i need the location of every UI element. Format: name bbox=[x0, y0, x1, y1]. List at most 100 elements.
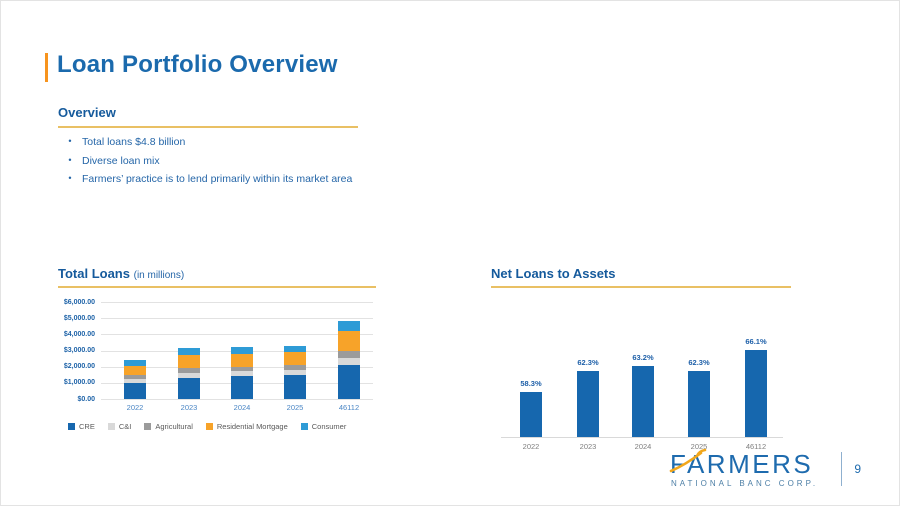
legend-swatch-icon bbox=[107, 423, 115, 430]
net-loans-plot-area: 58.3% 2022 62.3% 2023 63.2% 2024 62.3% 2025 66.1… bbox=[501, 330, 783, 451]
bar-data-label: 63.2% bbox=[632, 352, 654, 362]
bar-segment-consumer bbox=[284, 345, 306, 353]
net-loans-chart: Net Loans to Assets 58.3% 2022 62.3% 2023 63… bbox=[491, 266, 791, 451]
legend-swatch-icon bbox=[144, 423, 152, 430]
bar-segment-consumer bbox=[178, 347, 200, 355]
bar-segment-agricultural bbox=[284, 365, 306, 371]
x-axis-tick-label: 2025 bbox=[286, 403, 304, 412]
bar-segment-c-i bbox=[231, 371, 253, 377]
bar-data-label: 62.3% bbox=[688, 357, 710, 367]
bar-segment-c-i bbox=[178, 372, 200, 378]
bullet-icon: • bbox=[68, 173, 72, 184]
bar-segment-cre bbox=[124, 382, 146, 399]
legend-label: Agricultural bbox=[155, 422, 193, 431]
bar-segment-agricultural bbox=[124, 374, 146, 379]
page-title: Loan Portfolio Overview bbox=[57, 51, 338, 78]
footer-divider bbox=[841, 452, 843, 486]
legend-label: Consumer bbox=[311, 422, 347, 431]
x-axis-tick-label: 2022 bbox=[522, 442, 540, 451]
x-axis-tick-label: 2022 bbox=[126, 403, 144, 412]
bar-segment-residential-mortgage bbox=[231, 353, 253, 367]
legend-item: Consumer bbox=[300, 422, 347, 431]
x-axis-tick-label: 46112 bbox=[745, 442, 767, 451]
bar-segment-cre bbox=[338, 365, 360, 399]
y-axis-tick-label: $3,000.00 bbox=[63, 347, 95, 354]
farmers-logo: FARMERS NATIONAL BANC CORP. bbox=[670, 448, 818, 488]
gridline bbox=[101, 399, 373, 400]
legend-label: C&I bbox=[118, 422, 132, 431]
legend-label: Residential Mortgage bbox=[216, 422, 288, 431]
title-accent-bar bbox=[45, 53, 48, 82]
bar-segment-consumer bbox=[231, 347, 253, 354]
legend-item: CRE bbox=[68, 422, 95, 431]
bar-segment-cre bbox=[231, 376, 253, 399]
y-axis-tick-label: $4,000.00 bbox=[63, 330, 95, 338]
logo-subtext: NATIONAL BANC CORP. bbox=[671, 479, 818, 488]
legend-label: CRE bbox=[79, 422, 95, 431]
gridline bbox=[101, 318, 373, 320]
bar-data-label: 58.3% bbox=[520, 379, 542, 389]
legend-item: C&I bbox=[107, 422, 132, 431]
chart-title-text: Net Loans to Assets bbox=[491, 266, 616, 281]
chart-title-text: Total Loans bbox=[58, 266, 130, 281]
bar-segment-residential-mortgage bbox=[124, 366, 146, 375]
gridline bbox=[101, 334, 373, 336]
bar-net-loans bbox=[688, 370, 710, 437]
bar-segment-c-i bbox=[284, 370, 306, 375]
x-axis-tick-label: 46112 bbox=[338, 403, 360, 412]
bullet-item: • Farmers’ practice is to lend primarily … bbox=[58, 173, 358, 186]
bar-segment-residential-mortgage bbox=[178, 354, 200, 368]
bar-data-label: 66.1% bbox=[745, 337, 767, 347]
bar-segment-agricultural bbox=[231, 366, 253, 372]
bar-segment-residential-mortgage bbox=[338, 330, 360, 351]
bullet-text: Total loans $4.8 billion bbox=[82, 136, 186, 148]
bullet-text: Farmers’ practice is to lend primarily w… bbox=[82, 173, 353, 186]
page-number: 9 bbox=[854, 462, 861, 476]
legend-item: Residential Mortgage bbox=[205, 422, 288, 431]
bullet-item: • Total loans $4.8 billion bbox=[58, 136, 358, 149]
overview-bullet-list: • Total loans $4.8 billion • Diverse loan … bbox=[58, 136, 358, 186]
overview-heading: Overview bbox=[58, 105, 358, 128]
gridline bbox=[101, 302, 373, 303]
bar-data-label: 62.3% bbox=[577, 357, 599, 367]
x-axis-tick-label: 2025 bbox=[690, 442, 708, 451]
bar-segment-residential-mortgage bbox=[284, 352, 306, 366]
x-axis-tick-label: 2023 bbox=[579, 442, 597, 451]
total-loans-chart-title: Total Loans (in millions) bbox=[58, 266, 376, 288]
overview-section: Overview • Total loans $4.8 billion • Dive… bbox=[58, 105, 358, 193]
bullet-text: Diverse loan mix bbox=[82, 154, 160, 167]
bar-net-loans bbox=[520, 392, 542, 437]
legend-swatch-icon bbox=[205, 423, 213, 430]
bar-segment-agricultural bbox=[338, 350, 360, 358]
legend-swatch-icon bbox=[68, 423, 75, 430]
bar-segment-consumer bbox=[338, 321, 360, 331]
legend-swatch-icon bbox=[300, 423, 308, 430]
total-loans-chart: Total Loans (in millions) $0.00 $1,000.00… bbox=[58, 266, 376, 431]
bar-segment-c-i bbox=[124, 378, 146, 383]
net-loans-chart-title: Net Loans to Assets bbox=[491, 266, 791, 288]
total-loans-plot-area: $0.00 $1,000.00 $2,000.00 $3,000.00 $4,000.0… bbox=[64, 299, 373, 412]
y-axis-tick-label: $1,000.00 bbox=[63, 379, 95, 387]
bar-segment-agricultural bbox=[178, 367, 200, 373]
bullet-icon: • bbox=[68, 154, 72, 165]
logo-wordmark: FARMERS bbox=[670, 449, 813, 479]
bar-net-loans bbox=[632, 365, 654, 437]
x-axis-tick-label: 2024 bbox=[233, 403, 251, 412]
bar-segment-c-i bbox=[338, 357, 360, 366]
bar-net-loans bbox=[745, 350, 767, 437]
y-axis-tick-label: $0.00 bbox=[77, 395, 95, 403]
bar-net-loans bbox=[577, 370, 599, 437]
total-loans-legend: CRE C&I Agricultural Residential Mortgage Co… bbox=[68, 422, 376, 431]
bar-segment-consumer bbox=[124, 360, 146, 367]
y-axis-tick-label: $6,000.00 bbox=[63, 298, 95, 306]
x-axis-tick-label: 2024 bbox=[634, 442, 652, 451]
bullet-icon: • bbox=[68, 136, 72, 146]
logo-swoosh-icon bbox=[670, 448, 707, 473]
chart-subtitle: (in millions) bbox=[133, 270, 185, 281]
x-axis-tick-label: 2023 bbox=[180, 403, 198, 412]
legend-item: Agricultural bbox=[144, 422, 193, 431]
y-axis-tick-label: $5,000.00 bbox=[63, 314, 95, 322]
bar-segment-cre bbox=[178, 377, 200, 399]
bullet-item: • Diverse loan mix bbox=[58, 154, 358, 168]
